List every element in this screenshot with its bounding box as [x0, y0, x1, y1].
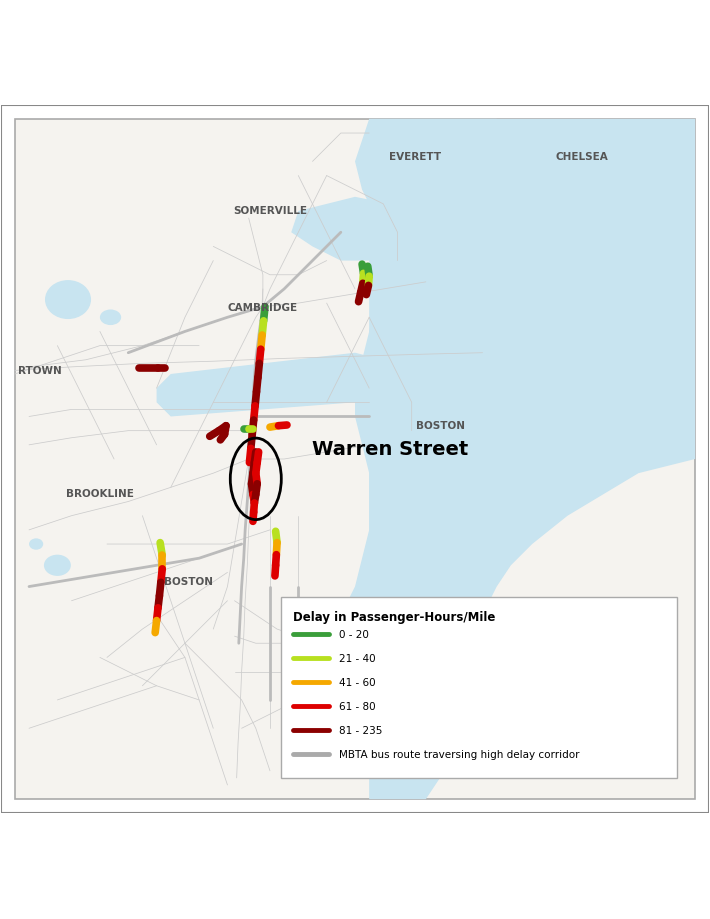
Text: BOSTON: BOSTON [164, 576, 213, 586]
Text: BROOKLINE: BROOKLINE [66, 489, 134, 498]
Text: CHELSEA: CHELSEA [555, 152, 608, 162]
Text: CAMBRIDGE: CAMBRIDGE [228, 302, 298, 312]
Text: 21 - 40: 21 - 40 [339, 653, 376, 664]
Text: 81 - 235: 81 - 235 [339, 726, 382, 735]
Text: Warren Street: Warren Street [312, 439, 469, 459]
Text: 61 - 80: 61 - 80 [339, 701, 376, 711]
Ellipse shape [520, 672, 559, 700]
Ellipse shape [100, 310, 121, 325]
Polygon shape [355, 119, 511, 233]
Ellipse shape [45, 281, 91, 320]
Polygon shape [157, 353, 391, 417]
Text: SOMERVILLE: SOMERVILLE [233, 205, 307, 215]
Ellipse shape [599, 203, 628, 228]
Text: 41 - 60: 41 - 60 [339, 677, 376, 687]
Text: RTOWN: RTOWN [18, 366, 62, 376]
Text: Delay in Passenger-Hours/Mile: Delay in Passenger-Hours/Mile [293, 610, 496, 623]
Polygon shape [369, 119, 695, 800]
Text: 0 - 20: 0 - 20 [339, 630, 368, 640]
Text: MBTA bus route traversing high delay corridor: MBTA bus route traversing high delay cor… [339, 750, 579, 760]
Text: BOSTON: BOSTON [415, 421, 464, 430]
Polygon shape [334, 247, 525, 700]
Ellipse shape [44, 555, 71, 576]
Ellipse shape [29, 539, 43, 550]
Polygon shape [291, 198, 412, 261]
Text: EVERETT: EVERETT [389, 152, 442, 162]
Bar [280, 597, 677, 778]
